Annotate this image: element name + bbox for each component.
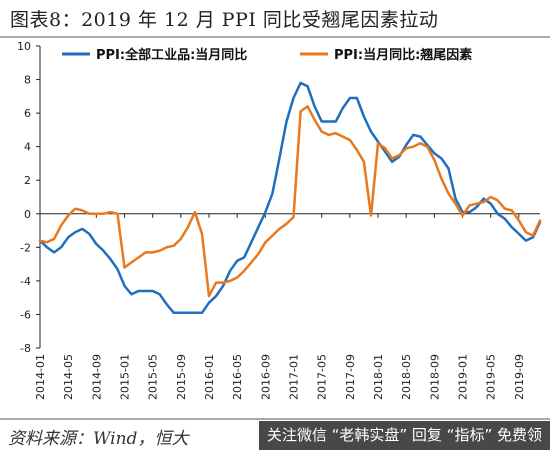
x-tick-label: 2017-09: [344, 354, 357, 400]
legend-label-2: PPI:当月同比:翘尾因素: [334, 47, 472, 63]
y-tick-label: 0: [24, 208, 31, 221]
series-line-2: [38, 105, 542, 298]
title-bar: 图表8：2019 年 12 月 PPI 同比受翘尾因素拉动: [0, 0, 550, 38]
series-layer: [38, 81, 542, 315]
y-tick-label: -4: [20, 275, 31, 288]
legend: PPI:全部工业品:当月同比 PPI:当月同比:翘尾因素: [62, 47, 472, 63]
x-tick-label: 2018-01: [372, 354, 385, 400]
x-tick-label: 2015-05: [147, 354, 160, 400]
x-tick-label: 2019-01: [457, 354, 470, 400]
x-tick-label: 2019-05: [485, 354, 498, 400]
y-tick-label: 8: [24, 74, 31, 87]
legend-label-1: PPI:全部工业品:当月同比: [96, 47, 247, 63]
y-tick-label: -2: [20, 241, 31, 254]
x-tick-label: 2015-09: [175, 354, 188, 400]
series-line-1: [38, 81, 542, 315]
x-tick-label: 2018-09: [428, 354, 441, 400]
x-tick-label: 2016-05: [231, 354, 244, 400]
x-tick-label: 2017-05: [316, 354, 329, 400]
x-tick-label: 2014-01: [34, 354, 47, 400]
x-tick-label: 2014-05: [62, 354, 75, 400]
source-bar: 资料来源：Wind，恒大: [0, 418, 550, 450]
x-tick-label: 2015-01: [119, 354, 132, 400]
x-tick-label: 2014-09: [90, 354, 103, 400]
x-tick-label: 2019-09: [513, 354, 526, 400]
y-tick-label: 4: [24, 141, 31, 154]
line-chart: -8 -6 -4 -2 0 2 4 6 8 10 2014-01 2014-05 2014-09 2015…: [17, 40, 542, 400]
x-tick-label: 2018-05: [400, 354, 413, 400]
y-tick-label: 6: [24, 107, 31, 120]
chart-title: 图表8：2019 年 12 月 PPI 同比受翘尾因素拉动: [10, 9, 439, 31]
axes: -8 -6 -4 -2 0 2 4 6 8 10 2014-01 2014-05 2014-09 2015…: [17, 40, 540, 400]
y-tick-label: 2: [24, 174, 31, 187]
source-note: 资料来源：Wind，恒大: [8, 429, 189, 449]
x-tick-label: 2017-01: [288, 354, 301, 400]
y-tick-label: -6: [20, 308, 31, 321]
y-tick-label: -8: [20, 342, 31, 355]
x-tick-label: 2016-01: [203, 354, 216, 400]
watermark-banner: 关注微信 “老韩实盘” 回复 “指标” 免费领: [258, 421, 550, 450]
x-tick-label: 2016-09: [259, 354, 272, 400]
y-tick-label: 10: [17, 40, 31, 53]
